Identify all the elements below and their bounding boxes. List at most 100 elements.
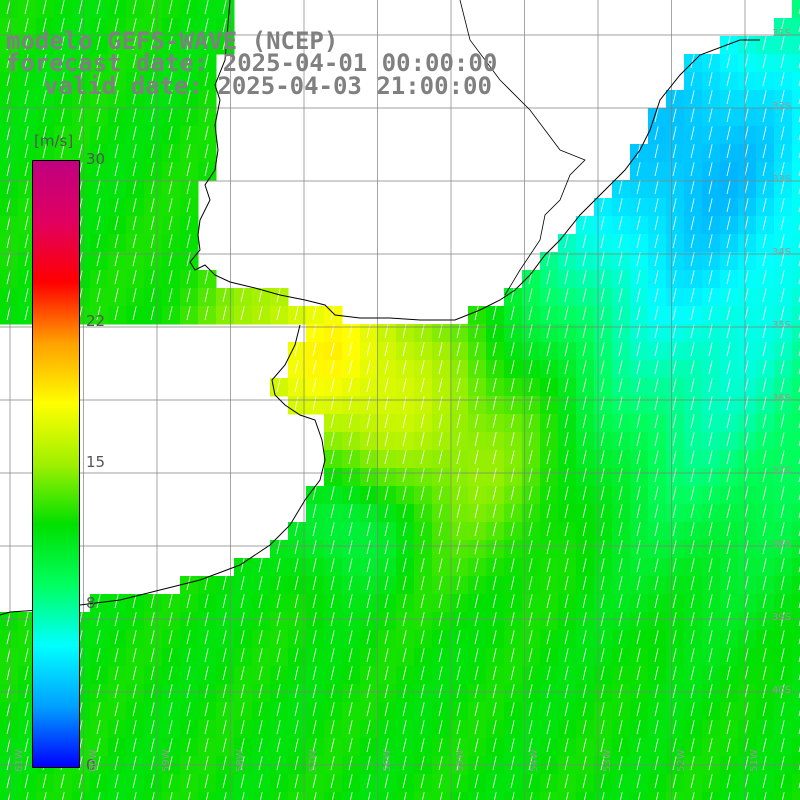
wind-cell <box>90 18 109 37</box>
wind-arrow <box>600 324 605 339</box>
wind-cell <box>342 630 361 649</box>
wind-arrow <box>96 306 101 321</box>
colorbar-tick-label: 22 <box>86 311 106 330</box>
wind-cell <box>756 180 775 199</box>
wind-arrow <box>600 648 605 663</box>
wind-cell <box>324 558 343 577</box>
wind-arrow <box>780 216 785 231</box>
wind-arrow <box>348 720 353 735</box>
wind-arrow <box>186 144 191 159</box>
wind-cell <box>576 720 595 739</box>
wind-cell <box>414 414 433 433</box>
wind-arrow <box>708 162 713 177</box>
wind-cell <box>432 630 451 649</box>
wind-arrow <box>402 738 407 753</box>
wind-arrow <box>25 792 29 800</box>
wind-arrow <box>762 774 767 789</box>
wind-arrow <box>654 486 659 501</box>
wind-cell <box>720 306 739 325</box>
wind-cell <box>396 432 415 451</box>
wind-arrow <box>150 18 155 33</box>
wind-arrow <box>258 288 263 303</box>
wind-cell <box>522 684 541 703</box>
wind-arrow <box>150 756 155 771</box>
wind-arrow <box>726 504 731 519</box>
wind-cell <box>648 414 667 433</box>
wind-cell <box>144 144 163 163</box>
wind-arrow <box>762 360 767 375</box>
wind-arrow <box>618 360 623 375</box>
wind-cell <box>738 162 757 181</box>
wind-cell <box>144 234 163 253</box>
wind-arrow <box>78 144 83 159</box>
wind-cell <box>684 126 703 145</box>
wind-cell <box>612 774 631 793</box>
wind-arrow <box>276 306 281 321</box>
wind-cell <box>792 108 800 127</box>
wind-arrow <box>312 558 317 573</box>
wind-arrow <box>726 270 731 285</box>
wind-cell <box>702 576 721 595</box>
wind-cell <box>648 540 667 559</box>
wind-arrow <box>726 486 731 501</box>
wind-arrow <box>510 630 515 645</box>
wind-arrow <box>690 684 695 699</box>
wind-arrow <box>150 198 155 213</box>
wind-cell <box>504 576 523 595</box>
wind-arrow <box>474 630 479 645</box>
wind-cell <box>216 288 235 307</box>
wind-cell <box>216 18 235 37</box>
colorbar-tick-label: 8 <box>86 594 96 613</box>
wind-arrow <box>547 792 551 800</box>
wind-arrow <box>510 648 515 663</box>
wind-cell <box>198 90 217 109</box>
wind-arrow <box>132 216 137 231</box>
wind-arrow <box>726 36 731 51</box>
wind-arrow <box>762 738 767 753</box>
wind-cell <box>342 558 361 577</box>
wind-cell <box>666 486 685 505</box>
wind-cell <box>18 738 37 757</box>
wind-arrow <box>222 684 227 699</box>
wind-cell <box>72 108 91 127</box>
wind-arrow <box>726 180 731 195</box>
wind-cell <box>774 72 793 91</box>
wind-arrow <box>222 306 227 321</box>
wind-arrow <box>330 468 335 483</box>
wind-arrow <box>510 576 515 591</box>
wind-arrow <box>708 180 713 195</box>
wind-arrow <box>708 504 713 519</box>
wind-cell <box>774 414 793 433</box>
wind-cell <box>612 738 631 757</box>
wind-cell <box>648 342 667 361</box>
wind-arrow <box>528 720 533 735</box>
wind-cell <box>90 666 109 685</box>
wind-arrow <box>636 558 641 573</box>
wind-arrow <box>780 108 785 123</box>
wind-cell <box>630 702 649 721</box>
wind-cell <box>198 108 217 127</box>
wind-cell <box>180 36 199 55</box>
wind-arrow <box>132 198 137 213</box>
wind-cell <box>378 558 397 577</box>
wind-cell <box>738 414 757 433</box>
wind-cell <box>486 414 505 433</box>
wind-cell <box>558 432 577 451</box>
wind-arrow <box>618 342 623 357</box>
wind-arrow <box>726 360 731 375</box>
wind-arrow <box>564 558 569 573</box>
wind-cell <box>432 486 451 505</box>
wind-cell <box>396 630 415 649</box>
wind-cell <box>702 648 721 667</box>
wind-cell <box>18 630 37 649</box>
wind-arrow <box>186 54 191 69</box>
lat-label: 31S <box>772 28 792 39</box>
wind-cell <box>324 594 343 613</box>
wind-arrow <box>222 702 227 717</box>
wind-cell <box>486 576 505 595</box>
wind-cell <box>558 342 577 361</box>
wind-arrow <box>330 378 335 393</box>
wind-cell <box>774 468 793 487</box>
wind-arrow <box>204 648 209 663</box>
wind-cell <box>756 144 775 163</box>
